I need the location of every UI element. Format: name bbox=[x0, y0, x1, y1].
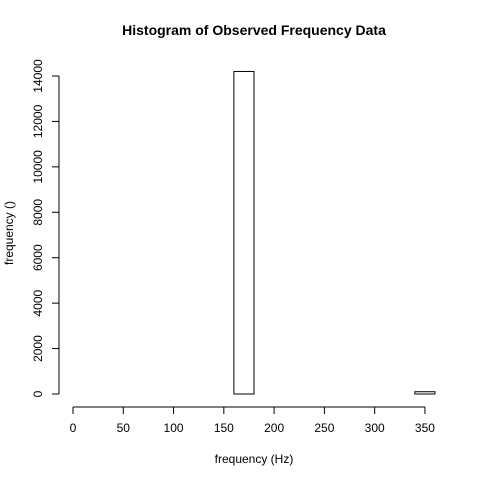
x-tick-label-150: 150 bbox=[214, 421, 234, 435]
chart-title: Histogram of Observed Frequency Data bbox=[122, 22, 386, 38]
x-tick-label-350: 350 bbox=[415, 421, 435, 435]
y-axis: 0 2000 4000 6000 8000 10000 12000 14000 bbox=[31, 59, 60, 397]
histogram-bar-8 bbox=[233, 70, 255, 395]
x-tick-label-100: 100 bbox=[164, 421, 184, 435]
bars-group bbox=[233, 70, 436, 395]
x-axis: 0 50 100 150 200 250 300 350 bbox=[70, 406, 435, 435]
x-tick-label-50: 50 bbox=[117, 421, 131, 435]
y-tick-label-10000: 10000 bbox=[31, 150, 45, 184]
y-tick-label-14000: 14000 bbox=[31, 59, 45, 93]
x-tick-label-200: 200 bbox=[264, 421, 284, 435]
histogram-bar-17 bbox=[414, 391, 436, 395]
y-tick-label-2000: 2000 bbox=[31, 335, 45, 362]
y-tick-label-6000: 6000 bbox=[31, 244, 45, 271]
y-tick-label-0: 0 bbox=[31, 390, 45, 397]
y-axis-label: frequency () bbox=[2, 201, 16, 265]
x-axis-label: frequency (Hz) bbox=[215, 452, 294, 466]
x-tick-label-0: 0 bbox=[70, 421, 77, 435]
y-tick-label-12000: 12000 bbox=[31, 104, 45, 138]
x-tick-label-300: 300 bbox=[365, 421, 385, 435]
y-tick-label-8000: 8000 bbox=[31, 199, 45, 226]
y-tick-label-4000: 4000 bbox=[31, 289, 45, 316]
x-tick-label-250: 250 bbox=[314, 421, 334, 435]
